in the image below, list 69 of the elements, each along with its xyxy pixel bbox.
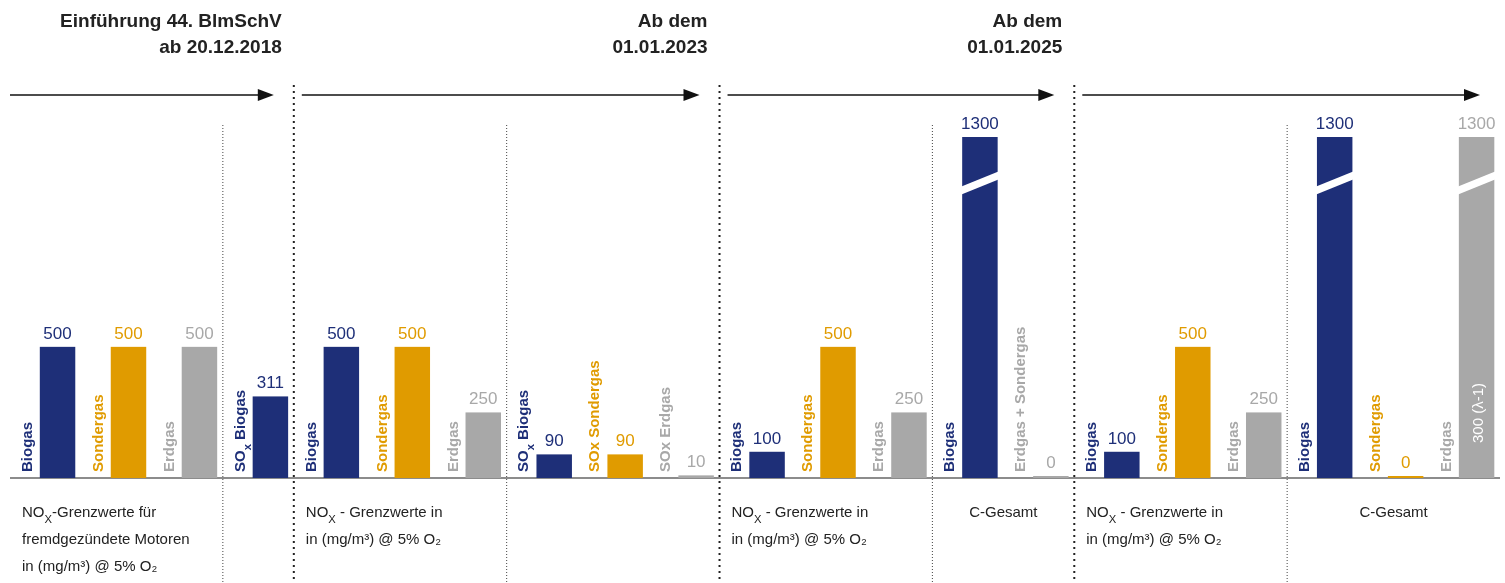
data-label: 1300 xyxy=(1457,114,1496,133)
data-label: 1300 xyxy=(961,114,999,133)
x-tick-label: Sondergas xyxy=(1365,394,1383,472)
data-label: 250 xyxy=(469,389,498,409)
x-tick-label: Erdgas xyxy=(869,421,887,472)
x-tick-label: Biogas xyxy=(1294,421,1312,472)
bar xyxy=(394,346,431,478)
data-label: 500 xyxy=(823,323,853,343)
bar xyxy=(607,454,643,478)
x-tick-label: SOx Erdgas xyxy=(656,386,674,472)
bar xyxy=(749,451,785,478)
text: C-Gesamt xyxy=(1359,503,1429,520)
text: NO$_{X}$-Grenzwerte für fremdgezündete Motoren in (mg/m³) @ 5% O₂ xyxy=(22,503,190,574)
x-tick-label: Biogas xyxy=(727,421,745,472)
bar xyxy=(1104,451,1140,478)
x-tick-label: Sondergas xyxy=(798,394,816,472)
data-label: 250 xyxy=(894,389,924,409)
text: C-Gesamt xyxy=(969,503,1039,520)
bar xyxy=(39,346,76,478)
x-tick-label: Sondergas xyxy=(88,394,106,472)
data-label: 0 xyxy=(1400,453,1411,472)
data-label: 0 xyxy=(1046,453,1056,472)
x-tick-label: Sondergas xyxy=(372,394,390,472)
data-label: 500 xyxy=(398,323,427,343)
bar xyxy=(1245,412,1282,478)
bar xyxy=(1458,137,1495,478)
data-label: 1300 xyxy=(1315,114,1354,133)
data-label: 500 xyxy=(327,323,356,343)
text: Ab dem 01.01.2025 xyxy=(967,10,1063,57)
x-tick-label: Sondergas xyxy=(1153,394,1171,472)
data-label: 500 xyxy=(185,323,214,343)
data-label: 311 xyxy=(256,373,284,393)
x-tick-label: Erdgas + Sondergas xyxy=(1011,326,1029,472)
data-label: 10 xyxy=(686,452,706,472)
data-label: 500 xyxy=(114,323,143,343)
data-label: 250 xyxy=(1249,389,1278,409)
x-tick-label: Erdgas xyxy=(1436,421,1454,472)
bar xyxy=(252,396,289,478)
data-label: 500 xyxy=(43,323,72,343)
x-tick-label: Biogas xyxy=(301,421,319,472)
bar xyxy=(181,346,218,478)
text: Ab dem 01.01.2023 xyxy=(612,10,708,57)
data-label: 500 xyxy=(1178,323,1207,343)
data-label: 90 xyxy=(615,431,635,451)
bar xyxy=(1316,137,1353,478)
x-tick-label: Biogas xyxy=(17,421,35,472)
data-label: 100 xyxy=(752,428,782,448)
text: NO$_{X}$ - Grenzwerte in in (mg/m³) @ 5% O₂ xyxy=(1086,503,1223,547)
x-tick-label: Biogas xyxy=(940,421,958,472)
data-label: 90 xyxy=(544,431,564,451)
bar xyxy=(110,346,147,478)
x-tick-label: Erdgas xyxy=(159,421,177,472)
bar xyxy=(465,412,501,478)
data-label: 100 xyxy=(1107,428,1137,448)
x-tick-label: Erdgas xyxy=(1223,421,1241,472)
text: NO$_{X}$ - Grenzwerte in in (mg/m³) @ 5% O₂ xyxy=(731,503,869,547)
bar xyxy=(678,475,714,478)
text: Einführung 44. BlmSchV ab 20.12.2018 xyxy=(60,10,283,57)
x-tick-label: SOx Sondergas xyxy=(585,360,603,472)
x-tick-label: Erdgas xyxy=(443,421,461,472)
bar xyxy=(323,346,360,478)
text: NO$_{X}$ - Grenzwerte in in (mg/m³) @ 5% O₂ xyxy=(305,503,443,547)
bar xyxy=(891,412,927,478)
bar xyxy=(820,346,856,478)
annotation: 300 (λ-1) xyxy=(1468,382,1486,443)
bar xyxy=(536,454,572,478)
bar xyxy=(1175,346,1211,478)
x-tick-label: Biogas xyxy=(1082,421,1100,472)
bar xyxy=(962,137,998,478)
